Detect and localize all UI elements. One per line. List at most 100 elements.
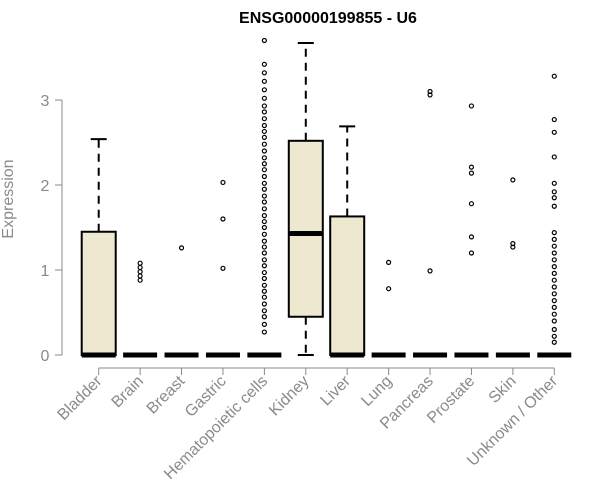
outlier-point xyxy=(137,264,143,271)
outlier-point xyxy=(551,291,557,297)
outlier-point xyxy=(551,73,557,79)
box-bladder xyxy=(80,138,117,358)
outlier-point xyxy=(261,180,267,186)
iqr-box xyxy=(329,215,366,356)
outlier-point xyxy=(220,265,226,271)
outlier-point xyxy=(551,270,557,276)
outlier-point xyxy=(261,167,267,173)
outlier-point xyxy=(261,116,267,122)
outlier-point xyxy=(261,263,267,269)
outlier-point xyxy=(551,236,557,242)
box-liver xyxy=(329,125,366,358)
outlier-point xyxy=(261,224,267,231)
outlier-point xyxy=(137,277,143,283)
outlier-point xyxy=(261,321,267,327)
outlier-point xyxy=(551,243,557,249)
outlier-point xyxy=(261,155,267,161)
outlier-point xyxy=(261,78,267,84)
outlier-point xyxy=(261,250,267,256)
chart-title: ENSG00000199855 - U6 xyxy=(239,10,417,27)
outlier-point xyxy=(468,103,475,109)
outlier-point xyxy=(261,308,267,314)
outlier-point xyxy=(261,231,267,237)
outlier-point xyxy=(261,61,267,67)
outlier-point xyxy=(261,275,267,282)
box-pancreas xyxy=(413,88,448,358)
box-breast xyxy=(164,245,199,358)
outlier-point xyxy=(468,164,475,170)
outlier-point xyxy=(427,268,433,274)
box-kidney xyxy=(287,42,324,356)
outlier-point xyxy=(427,88,433,95)
outlier-point xyxy=(178,245,185,251)
outlier-point xyxy=(468,250,475,256)
x-tick-label: Bladder xyxy=(55,372,106,423)
outlier-point xyxy=(551,257,557,263)
outlier-point xyxy=(551,318,557,324)
outlier-point xyxy=(261,87,267,93)
outlier-point xyxy=(261,103,267,109)
box-hematopoietic-cells xyxy=(247,37,282,358)
outlier-point xyxy=(551,195,557,201)
outlier-point xyxy=(551,264,557,270)
box-prostate xyxy=(454,103,489,358)
iqr-box xyxy=(287,139,324,318)
outlier-point xyxy=(261,161,267,167)
outlier-point xyxy=(551,333,557,339)
outlier-point xyxy=(551,129,557,135)
outlier-point xyxy=(261,128,267,135)
outlier-point xyxy=(261,213,267,219)
outlier-point xyxy=(261,301,267,307)
outlier-point xyxy=(261,329,267,335)
box-brain xyxy=(123,260,158,358)
outlier-point xyxy=(551,116,557,123)
outlier-point xyxy=(261,269,267,276)
y-axis-label: Expression xyxy=(0,159,17,238)
outlier-point xyxy=(261,134,267,140)
outlier-point xyxy=(386,259,392,265)
outlier-point xyxy=(468,234,475,240)
boxes xyxy=(80,37,572,358)
outlier-point xyxy=(551,304,557,310)
outlier-point xyxy=(261,70,267,76)
outlier-point xyxy=(261,294,267,300)
outlier-point xyxy=(261,37,267,44)
outlier-point xyxy=(261,173,267,180)
outlier-point xyxy=(551,326,557,333)
iqr-box xyxy=(80,230,117,356)
x-tick-label: Liver xyxy=(317,372,354,409)
outlier-point xyxy=(551,298,557,304)
outlier-point xyxy=(137,260,143,266)
box-lung xyxy=(371,259,406,358)
y-tick-label: 3 xyxy=(41,93,50,110)
outlier-point xyxy=(261,193,267,199)
outlier-point xyxy=(468,201,475,207)
y-tick-label: 2 xyxy=(41,178,50,195)
box-skin xyxy=(495,177,530,358)
outlier-point xyxy=(551,203,557,209)
outlier-point xyxy=(551,277,557,283)
outlier-point xyxy=(261,122,267,129)
outlier-point xyxy=(510,241,516,247)
outlier-point xyxy=(551,180,557,186)
outlier-point xyxy=(261,199,267,205)
outlier-point xyxy=(261,206,267,212)
x-tick-label: Brain xyxy=(109,373,147,411)
outlier-point xyxy=(261,109,267,115)
outlier-point xyxy=(261,314,267,320)
outlier-point xyxy=(261,95,267,101)
outlier-point xyxy=(551,339,557,345)
y-axis: 0 1 2 3 xyxy=(41,93,63,365)
outlier-point xyxy=(468,170,475,176)
x-tick-label: Breast xyxy=(144,372,189,417)
outlier-point xyxy=(261,186,267,192)
x-tick-label: Skin xyxy=(486,373,520,407)
outlier-point xyxy=(386,286,392,292)
outlier-point xyxy=(261,288,267,294)
outlier-point xyxy=(261,148,267,154)
box-unknown-other xyxy=(537,73,572,358)
outlier-point xyxy=(261,282,267,288)
outlier-point xyxy=(220,179,226,186)
